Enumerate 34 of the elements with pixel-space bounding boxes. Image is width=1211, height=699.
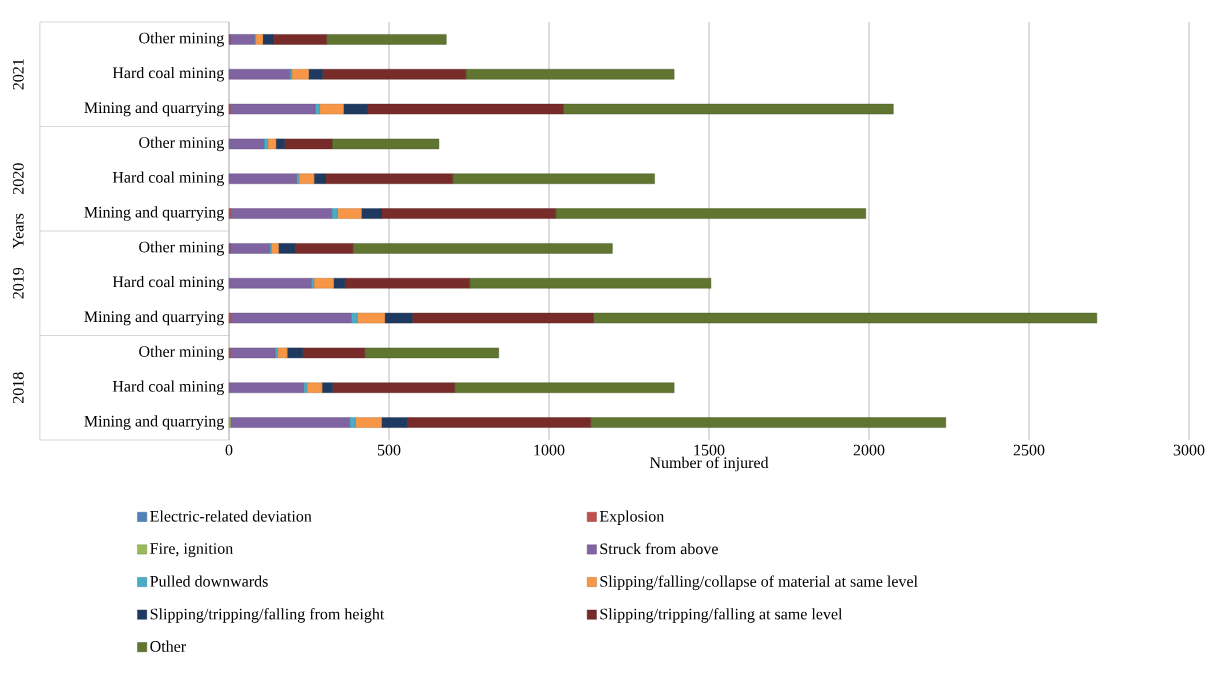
text: 2018 <box>12 372 24 404</box>
x-tick-label: 2000 <box>853 444 885 456</box>
legend-label: Pulled downwards <box>150 575 268 587</box>
legend-label: Fire, ignition <box>150 543 233 558</box>
y-tick-label: Hard coal mining <box>112 66 224 82</box>
y-tick-label: Hard coal mining <box>112 171 224 187</box>
legend-label: Electric-related deviation <box>150 510 312 522</box>
y-tick-label: Other mining <box>139 345 224 361</box>
legend-label: Slipping/falling/collapse of material at same level <box>600 575 918 591</box>
legend-label: Slipping/tripping/falling from height <box>150 608 385 623</box>
x-tick-label: 1500 <box>694 444 725 456</box>
x-tick-label: 2500 <box>1013 444 1045 456</box>
x-tick-label: 0 <box>225 444 233 456</box>
y-axis-title: Years <box>12 213 24 249</box>
y-tick-label: Other mining <box>139 241 224 256</box>
x-tick-label: 3000 <box>1173 444 1205 456</box>
y-tick-label: Hard coal mining <box>112 380 224 396</box>
x-tick-label: 1000 <box>534 444 565 456</box>
y-tick-label: Other mining <box>139 136 224 152</box>
text: 2020 <box>12 163 24 195</box>
x-tick-label: 500 <box>377 444 401 456</box>
y-tick-label: Other mining <box>139 32 224 47</box>
legend-label: Struck from above <box>600 542 718 555</box>
legend-label: Explosion <box>599 510 665 525</box>
y-tick-label: Mining and quarrying <box>84 415 224 430</box>
y-tick-label: Mining and quarrying <box>84 206 224 221</box>
x-axis-title: Number of injured <box>649 456 769 472</box>
y-tick-label: Mining and quarrying <box>84 101 224 117</box>
y-tick-label: Mining and quarrying <box>84 310 224 326</box>
text: 2021 <box>12 59 24 90</box>
text: 2019 <box>12 267 24 299</box>
y-tick-label: Hard coal mining <box>112 275 224 291</box>
legend-label: Slipping/tripping/falling at same level <box>600 608 843 623</box>
legend-label: Other <box>150 640 186 652</box>
